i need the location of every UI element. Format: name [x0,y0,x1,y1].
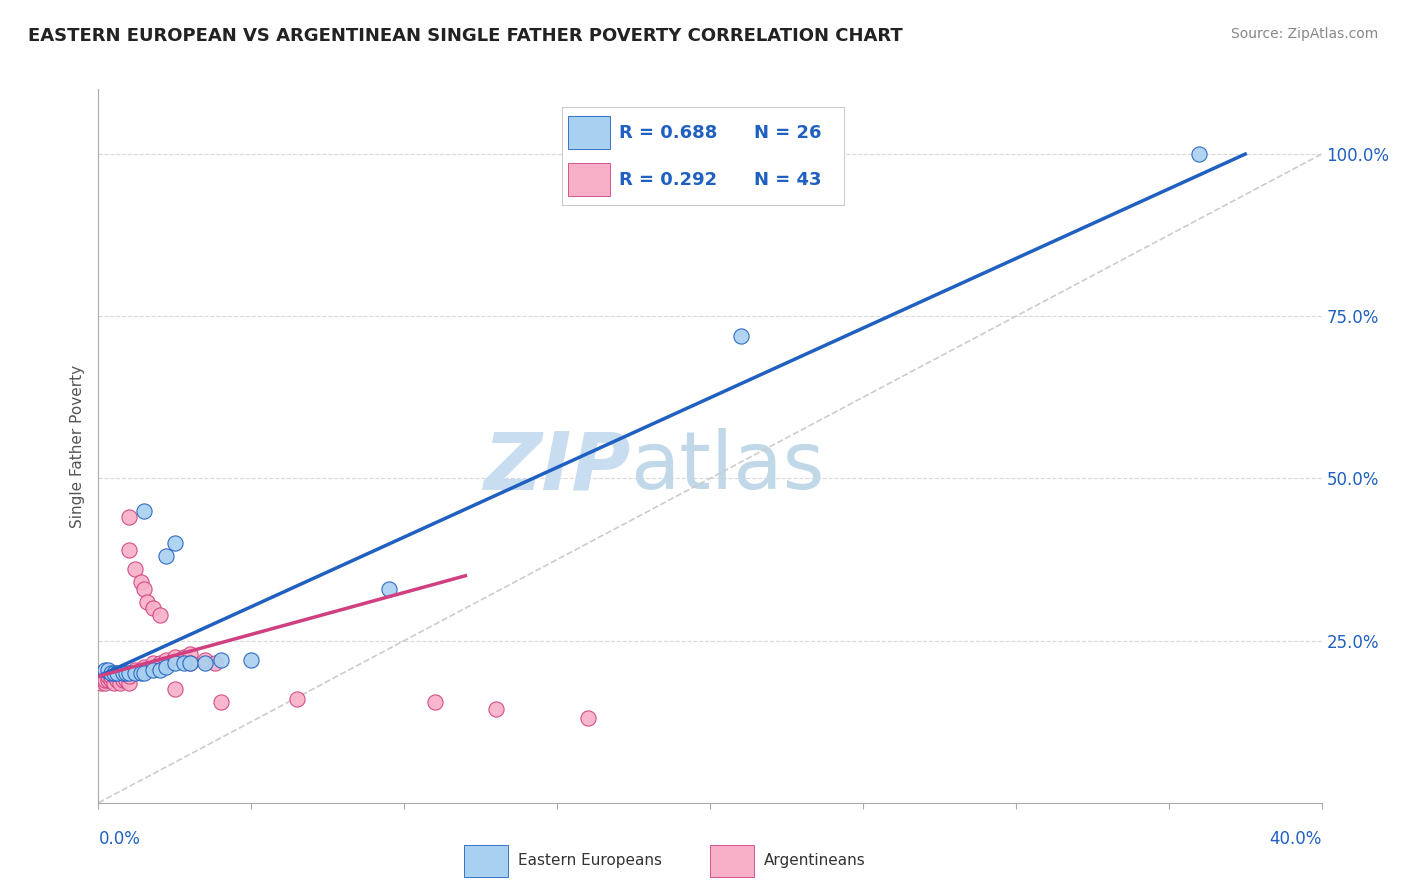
Point [103,666,125,681]
Point [163,649,186,664]
Text: N = 43: N = 43 [754,170,821,188]
Point [155,653,177,667]
Point [179,657,201,671]
Text: 40.0%: 40.0% [1270,830,1322,847]
Point [93,673,115,687]
Point [97,663,120,677]
Point [105,666,128,681]
Point [149,657,172,671]
Point [149,663,172,677]
Point [209,695,232,709]
Point [163,536,186,550]
Y-axis label: Single Father Poverty: Single Father Poverty [70,365,86,527]
Point [124,562,146,576]
Text: Eastern Europeans: Eastern Europeans [517,854,662,868]
Point [179,657,201,671]
Point [285,692,308,706]
Point [129,666,152,681]
Point [149,607,172,622]
Point [179,647,201,661]
Point [240,653,263,667]
Text: Source: ZipAtlas.com: Source: ZipAtlas.com [1230,27,1378,41]
Point [97,673,120,687]
Point [103,675,125,690]
Point [90,675,112,690]
Text: R = 0.688: R = 0.688 [619,124,717,142]
Point [142,657,165,671]
Point [194,653,217,667]
Point [118,675,141,690]
Point [129,663,152,677]
Point [136,595,159,609]
Point [97,669,120,683]
Point [111,673,134,687]
FancyBboxPatch shape [568,163,610,196]
Point [194,657,217,671]
Text: EASTERN EUROPEAN VS ARGENTINEAN SINGLE FATHER POVERTY CORRELATION CHART: EASTERN EUROPEAN VS ARGENTINEAN SINGLE F… [28,27,903,45]
Point [155,659,177,673]
Point [142,601,165,615]
Point [485,702,508,716]
Point [163,682,186,697]
Point [124,663,146,677]
Point [108,675,131,690]
Point [173,649,195,664]
Text: R = 0.292: R = 0.292 [619,170,717,188]
Point [163,657,186,671]
Point [1188,147,1211,161]
Point [142,663,165,677]
FancyBboxPatch shape [710,845,754,877]
Text: N = 26: N = 26 [754,124,821,142]
Text: Argentineans: Argentineans [765,854,866,868]
FancyBboxPatch shape [568,116,610,149]
Point [204,657,226,671]
Point [105,673,128,687]
Point [115,666,138,681]
Point [423,695,446,709]
Point [134,582,156,596]
Point [118,510,141,524]
Point [209,653,232,667]
FancyBboxPatch shape [464,845,509,877]
Point [93,675,115,690]
Text: 0.0%: 0.0% [98,830,141,847]
Point [115,673,138,687]
Point [129,575,152,590]
Point [173,657,195,671]
Point [118,666,141,681]
Point [155,549,177,564]
Point [118,542,141,557]
Text: atlas: atlas [630,428,825,507]
Point [118,669,141,683]
Point [730,328,752,343]
Point [111,666,134,681]
Point [108,669,131,683]
Point [100,673,122,687]
Point [124,666,146,681]
Text: ZIP: ZIP [484,428,630,507]
Point [103,669,125,683]
Point [378,582,401,596]
Point [100,666,122,681]
Point [93,663,115,677]
Point [90,673,112,687]
Point [134,659,156,673]
Point [134,504,156,518]
Point [576,711,599,725]
Point [134,666,156,681]
Point [100,669,122,683]
